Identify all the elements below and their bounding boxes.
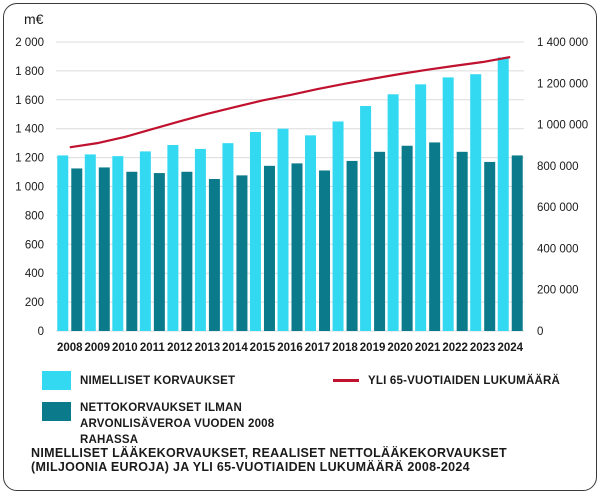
y-tick-left: 600 bbox=[25, 239, 44, 251]
bar-nominal bbox=[222, 143, 234, 331]
bar-nominal bbox=[112, 156, 124, 331]
bar-net bbox=[181, 171, 193, 331]
y-tick-left: 400 bbox=[25, 268, 44, 280]
x-tick-label: 2022 bbox=[442, 342, 468, 354]
bar-net bbox=[511, 155, 523, 331]
x-tick-label: 2012 bbox=[167, 342, 193, 354]
x-tick-label: 2014 bbox=[222, 342, 248, 354]
x-tick-label: 2021 bbox=[415, 342, 441, 354]
bar-net bbox=[71, 168, 83, 331]
bar-net bbox=[153, 173, 165, 331]
bar-nominal bbox=[305, 135, 317, 331]
bar-nominal bbox=[360, 106, 372, 332]
bar-net bbox=[429, 142, 441, 331]
y-tick-right: 400 000 bbox=[537, 243, 579, 255]
y-tick-right: 1 400 000 bbox=[537, 37, 588, 49]
bar-net bbox=[126, 171, 138, 331]
y-tick-right: 0 bbox=[537, 326, 543, 338]
bar-nominal bbox=[497, 57, 509, 332]
bar-net bbox=[98, 167, 110, 331]
y-tick-left: 1 000 bbox=[15, 182, 44, 194]
x-tick-label: 2023 bbox=[470, 342, 496, 354]
x-tick-label: 2011 bbox=[140, 342, 166, 354]
bar-nominal bbox=[57, 155, 69, 331]
bar-nominal bbox=[332, 121, 344, 331]
bar-net bbox=[346, 160, 358, 331]
x-tick-label: 2016 bbox=[277, 342, 303, 354]
bar-net bbox=[484, 161, 496, 331]
y-tick-left: 0 bbox=[38, 326, 44, 338]
bar-net bbox=[263, 165, 275, 331]
legend-line-over65 bbox=[333, 379, 359, 382]
legend-label-net: NETTOKORVAUKSET ILMAN ARVONLISÄVEROA VUO… bbox=[80, 400, 280, 448]
bar-net bbox=[236, 175, 248, 331]
x-tick-label: 2024 bbox=[497, 342, 523, 354]
bar-net bbox=[291, 163, 303, 331]
y-tick-left: 800 bbox=[25, 210, 44, 222]
x-tick-label: 2017 bbox=[305, 342, 331, 354]
bar-nominal bbox=[249, 132, 261, 331]
bar-nominal bbox=[415, 84, 427, 331]
y-tick-right: 800 000 bbox=[537, 161, 579, 173]
y-tick-left: 200 bbox=[25, 297, 44, 309]
x-tick-label: 2010 bbox=[112, 342, 138, 354]
line-over65 bbox=[69, 55, 511, 149]
x-tick-label: 2015 bbox=[250, 342, 276, 354]
y-tick-left: 1 800 bbox=[15, 66, 44, 78]
y-tick-right: 1 000 000 bbox=[537, 120, 588, 132]
bar-nominal bbox=[167, 145, 179, 331]
legend-label-net-text: NETTOKORVAUKSET ILMAN ARVONLISÄVEROA VUO… bbox=[80, 402, 275, 446]
x-tick-label: 2013 bbox=[195, 342, 221, 354]
legend-label-nominal: NIMELLISET KORVAUKSET bbox=[80, 375, 236, 387]
x-tick-label: 2018 bbox=[332, 342, 358, 354]
y-tick-right: 600 000 bbox=[537, 202, 579, 214]
bar-net bbox=[208, 178, 220, 331]
bar-nominal bbox=[277, 128, 289, 331]
bar-nominal bbox=[84, 154, 96, 331]
x-tick-label: 2020 bbox=[387, 342, 413, 354]
legend-swatch-net bbox=[42, 402, 71, 421]
chart-caption: NIMELLISET LÄÄKEKORVAUKSET, REAALISET NE… bbox=[31, 446, 507, 474]
bar-net bbox=[401, 145, 413, 331]
bar-nominal bbox=[194, 148, 206, 331]
y-tick-right: 200 000 bbox=[537, 285, 579, 297]
caption-line-2: (MILJOONIA EUROJA) JA YLI 65-VUOTIAIDEN … bbox=[31, 460, 470, 474]
y-tick-left: 1 400 bbox=[15, 124, 44, 136]
bar-nominal bbox=[139, 151, 151, 331]
y-tick-right: 1 200 000 bbox=[537, 78, 588, 90]
x-tick-label: 2019 bbox=[360, 342, 386, 354]
bar-nominal bbox=[387, 94, 399, 332]
x-tick-label: 2008 bbox=[57, 342, 83, 354]
bar-net bbox=[456, 151, 468, 331]
y-tick-left: 1 600 bbox=[15, 95, 44, 107]
legend-swatch-nominal bbox=[42, 371, 71, 390]
y-tick-left: 2 000 bbox=[15, 37, 44, 49]
left-axis-unit: m€ bbox=[24, 11, 44, 27]
bar-net bbox=[319, 170, 331, 331]
x-tick-label: 2009 bbox=[84, 342, 110, 354]
caption-line-1: NIMELLISET LÄÄKEKORVAUKSET, REAALISET NE… bbox=[31, 446, 507, 460]
bar-nominal bbox=[442, 77, 454, 331]
legend-label-over65: YLI 65-VUOTIAIDEN LUKUMÄÄRÄ bbox=[368, 375, 560, 387]
bar-net bbox=[374, 151, 386, 331]
y-tick-left: 1 200 bbox=[15, 153, 44, 165]
bar-nominal bbox=[470, 74, 482, 331]
